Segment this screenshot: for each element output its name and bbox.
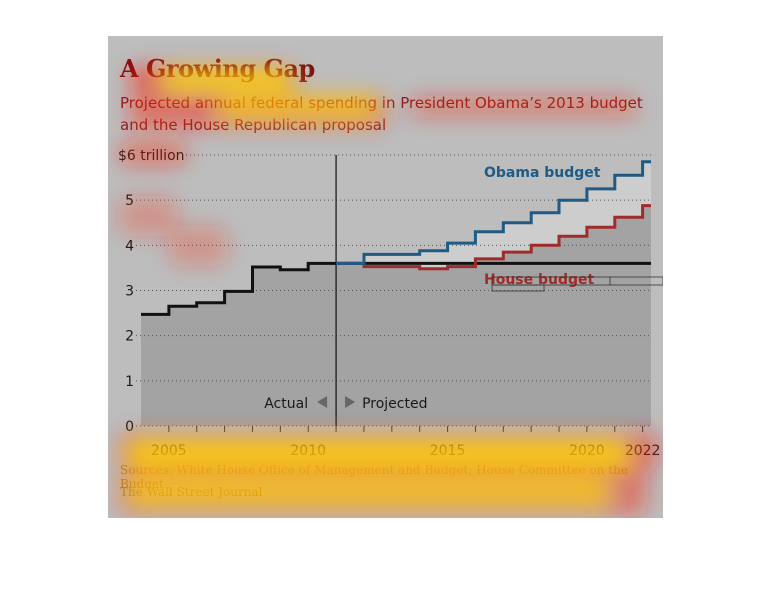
credit-note: The Wall Street Journal xyxy=(120,485,263,499)
gap-area xyxy=(336,161,651,269)
x-tick-label: 2022 xyxy=(625,443,661,459)
x-tick-label: 2010 xyxy=(290,443,326,459)
x-tick-label: 2020 xyxy=(569,443,605,459)
projected-label: Projected xyxy=(362,396,427,412)
obama-budget-label: Obama budget xyxy=(484,165,601,181)
y-tick-label: 4 xyxy=(125,238,134,254)
y-tick-label: 5 xyxy=(125,193,134,209)
callout-box xyxy=(491,276,663,286)
chart-title: A Growing Gap xyxy=(120,54,315,83)
callout-box xyxy=(491,284,545,292)
chart-panel: 0 1 2 3 4 5 $6 trillion 2005 2010 2015 2020 2022 Act… xyxy=(108,36,663,518)
y-tick-label: 1 xyxy=(125,374,134,390)
plot-area xyxy=(141,205,651,426)
y-tick-label: 3 xyxy=(125,284,134,300)
x-tick-label: 2015 xyxy=(430,443,466,459)
actual-arrow-icon xyxy=(317,396,328,408)
house-budget-series-line xyxy=(336,204,651,271)
y-tick-label: $6 trillion xyxy=(118,148,185,164)
house-budget-label: House budget xyxy=(484,272,595,288)
x-tick-label: 2005 xyxy=(151,443,187,459)
actual-label: Actual xyxy=(264,396,308,412)
actual-series-line xyxy=(141,261,651,316)
y-tick-label: 2 xyxy=(125,329,134,345)
projected-arrow-icon xyxy=(345,396,356,408)
chart-subtitle: Projected annual federal spending in Pre… xyxy=(120,94,643,134)
y-tick-label: 0 xyxy=(125,419,134,435)
obama-budget-series-line xyxy=(336,160,651,265)
